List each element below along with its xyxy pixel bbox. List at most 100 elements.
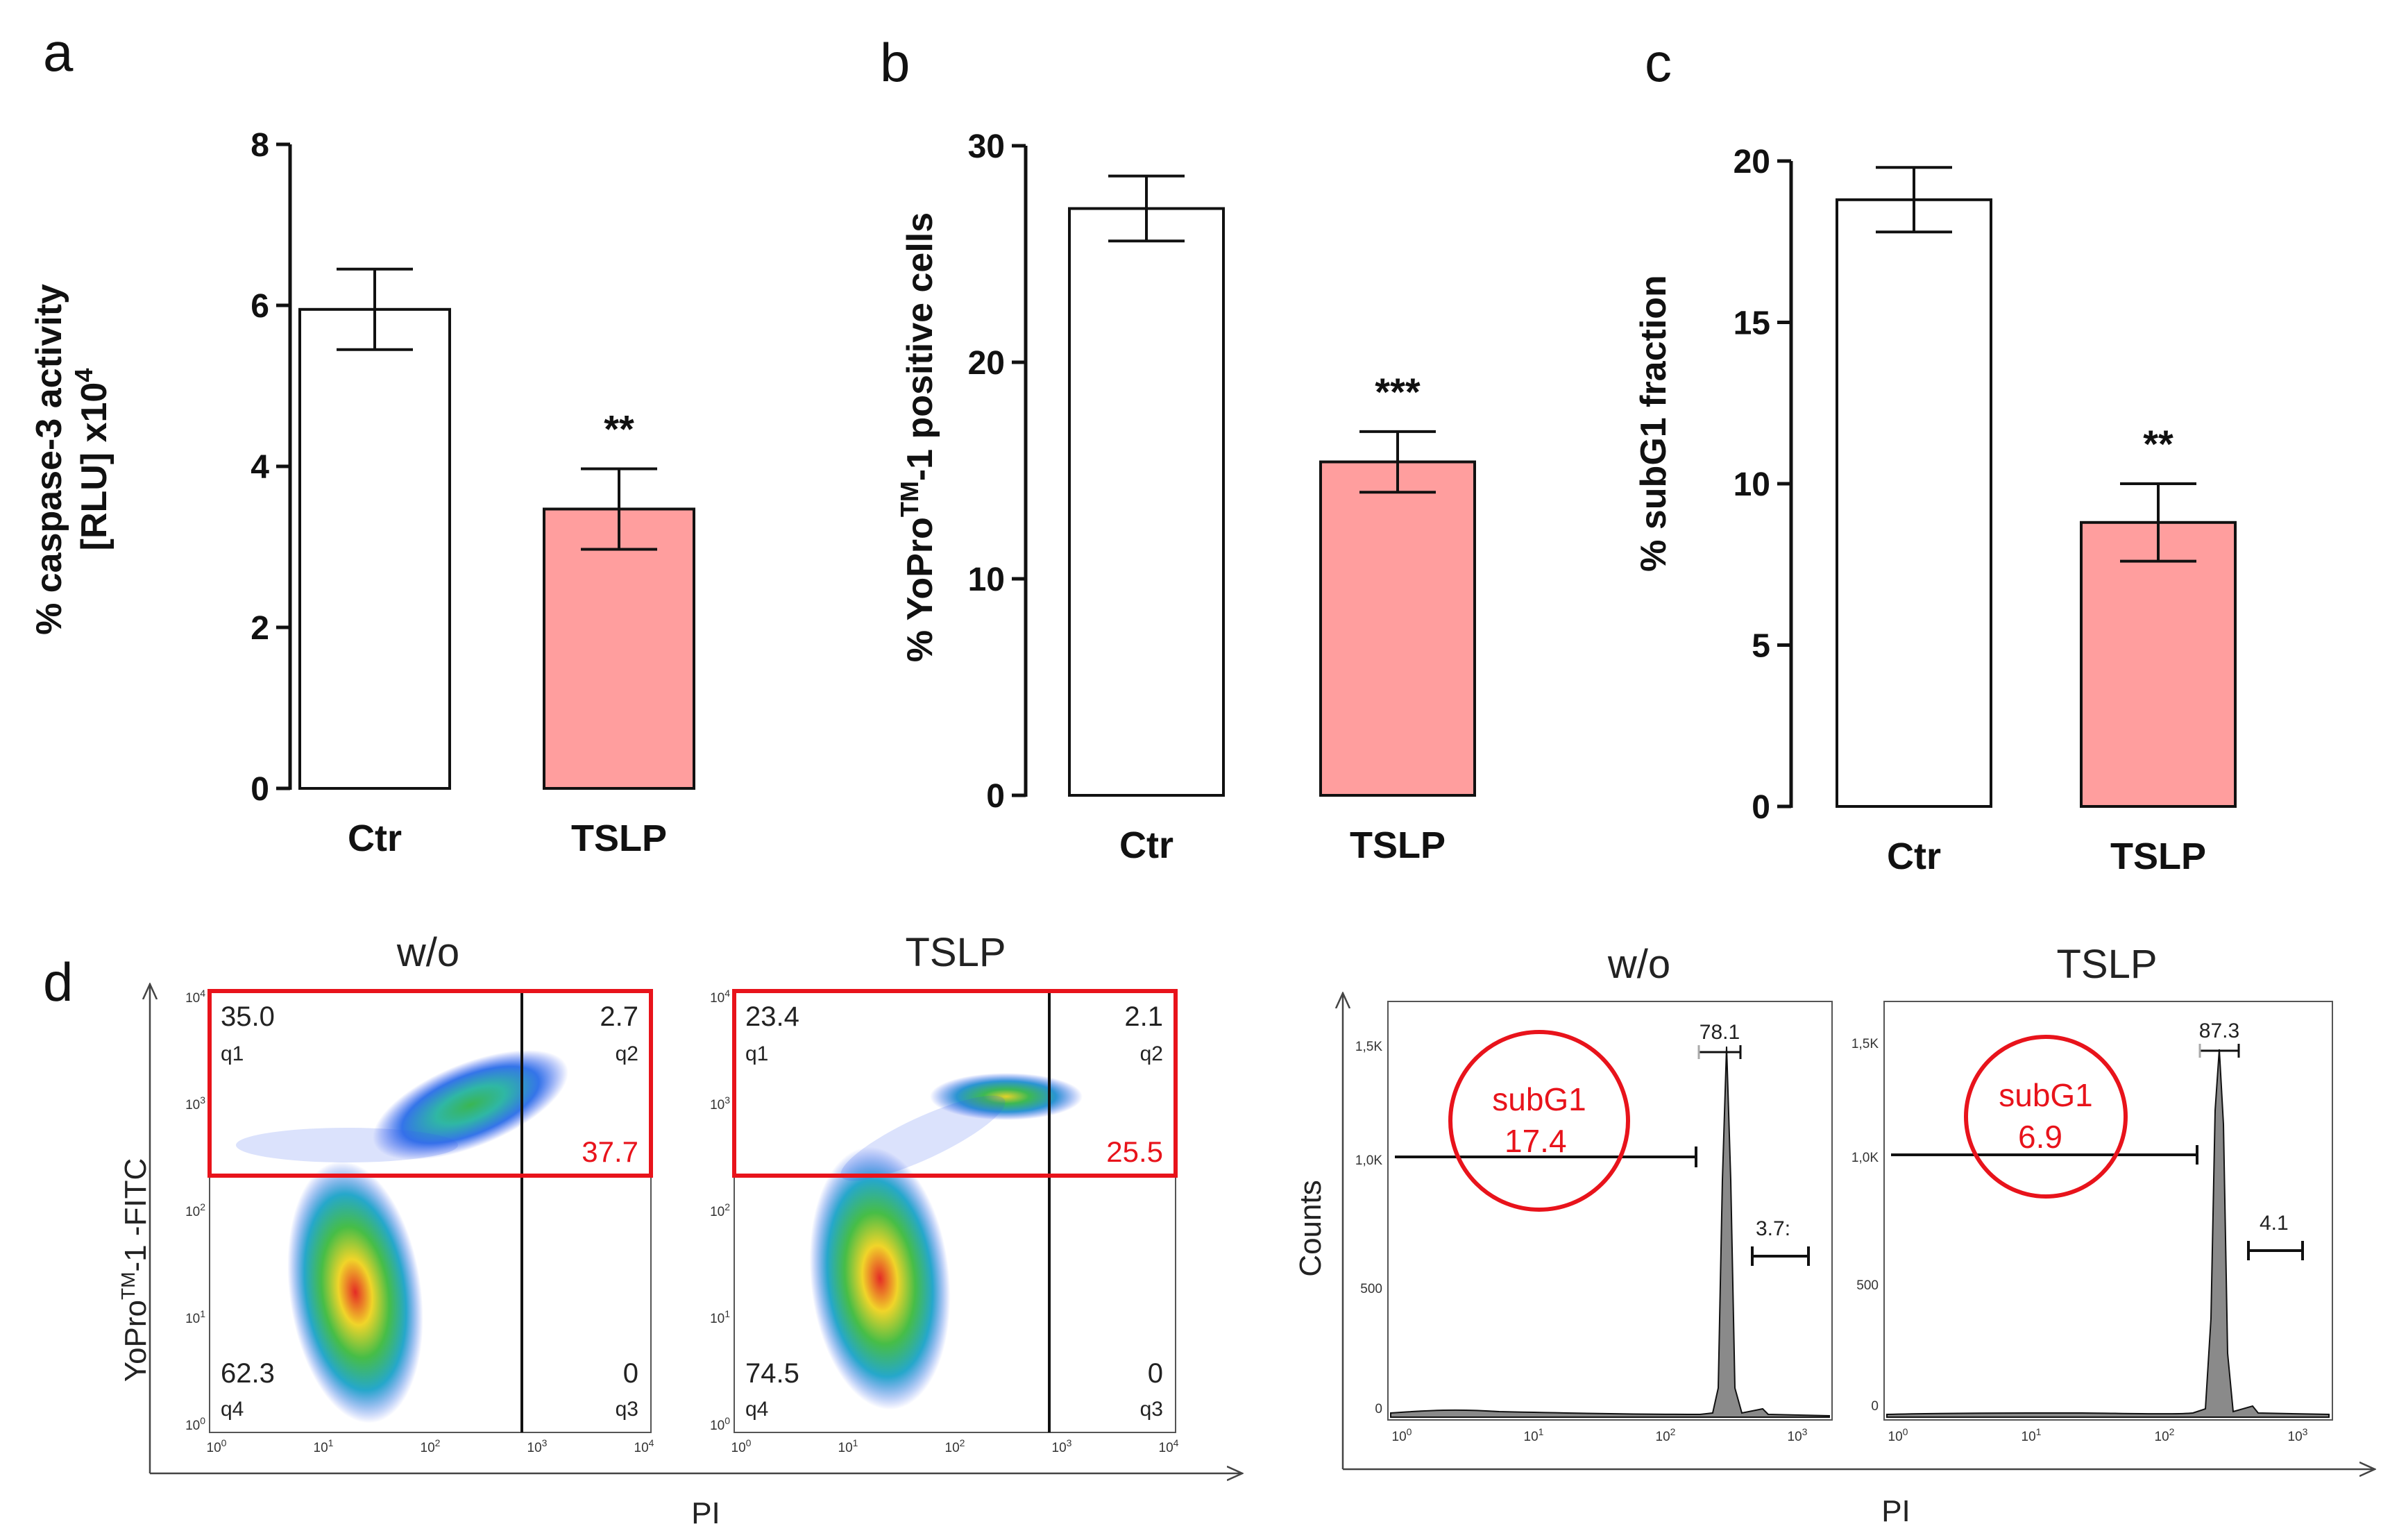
y-tick-label: 0 — [251, 771, 269, 808]
q2-value-tslp: 2.1 — [1124, 1001, 1163, 1032]
y-tick-label: 5 — [1752, 628, 1770, 665]
x-tick-label: 101 — [2022, 1426, 2042, 1444]
y-axis-title-b-post: -1 positive cells — [900, 212, 940, 481]
hist-title-wo: w/o — [1607, 942, 1670, 987]
y-tick-label: 0 — [986, 778, 1005, 815]
y-tick-label: 101 — [710, 1308, 730, 1326]
y-tick-label: 102 — [185, 1201, 205, 1219]
histogram-tslp: TSLP 87.3 4.1 subG1 6.9 0 500 1,0K 1,5K 100 1… — [1851, 942, 2333, 1444]
y-tick-label: 1,5K — [1851, 1037, 1879, 1051]
bar-tslp — [543, 507, 695, 790]
y-tick-label: 100 — [185, 1415, 205, 1433]
panel-label-c: c — [1645, 32, 1672, 93]
x-tick-label: 103 — [2288, 1426, 2308, 1444]
scatter-plot-tslp: TSLP 23.4 q1 2.1 q2 25.5 74.5 q4 0 q3 10… — [710, 930, 1179, 1455]
panel-label-b: b — [880, 32, 910, 93]
y-tick-label: 30 — [968, 128, 1005, 165]
y-tick-label: 4 — [251, 449, 269, 486]
subg1-label-wo: subG1 — [1492, 1081, 1586, 1117]
x-tick-label: 101 — [314, 1437, 334, 1455]
dot-cloud-tslp-low — [809, 1146, 951, 1410]
hist-title-tslp: TSLP — [2056, 942, 2157, 987]
y-tick-label: 0 — [1752, 789, 1770, 826]
x-tick-label: 100 — [1888, 1426, 1908, 1444]
x-category-label: TSLP — [2110, 836, 2206, 877]
flow-histogram-section: Counts PI w/o 78.1 3.7: subG1 17.4 0 500 1… — [1294, 942, 2373, 1528]
q4-value-wo: 62.3 — [221, 1358, 275, 1389]
y-tick-label: 0 — [1375, 1402, 1382, 1416]
x-tick-label: 102 — [1656, 1426, 1676, 1444]
x-tick-label: 102 — [945, 1437, 965, 1455]
panel-label-a: a — [43, 22, 74, 83]
x-tick-label: 100 — [1392, 1426, 1412, 1444]
q3-label-tslp: q3 — [1140, 1398, 1163, 1421]
q2-value-wo: 2.7 — [600, 1001, 638, 1032]
x-tick-label: 104 — [634, 1437, 654, 1455]
q4-label-wo: q4 — [221, 1398, 244, 1421]
dot-cloud-tslp-high — [840, 1073, 1083, 1181]
y-tick-label: 2 — [251, 610, 269, 647]
q1-value-tslp: 23.4 — [745, 1001, 799, 1032]
bar-ctr — [298, 307, 451, 790]
subg1-circle-tslp — [1964, 1035, 2128, 1199]
y-tick-label: 100 — [710, 1415, 730, 1433]
x-category-label: Ctr — [1887, 836, 1941, 877]
right-value-tslp: 4.1 — [2260, 1212, 2289, 1235]
q2-label-tslp: q2 — [1140, 1042, 1163, 1065]
q3-label-wo: q3 — [616, 1398, 638, 1421]
scatter-y-title-sup: TM — [117, 1272, 139, 1300]
scatter-frame-wo — [209, 990, 652, 1433]
x-tick-label: 104 — [1159, 1437, 1179, 1455]
bar-chart-yopro: % YoProTM-1 positive cells 0 10 20 30 Ctr ***… — [895, 128, 1476, 866]
hist-frame-tslp — [1883, 1001, 2333, 1421]
right-value-wo: 3.7: — [1756, 1217, 1790, 1240]
y-axis-title-a-line1: % caspase-3 activity — [29, 284, 69, 635]
q1-value-wo: 35.0 — [221, 1001, 275, 1032]
y-tick-label: 104 — [185, 988, 205, 1006]
panel-label-d: d — [43, 951, 73, 1013]
scatter-y-title-pre: YoPro — [119, 1300, 153, 1382]
y-tick-label: 103 — [185, 1094, 205, 1112]
x-tick-label: 101 — [838, 1437, 858, 1455]
bar-tslp — [2080, 521, 2237, 808]
y-tick-label: 1,5K — [1355, 1040, 1382, 1054]
y-tick-label: 500 — [1856, 1278, 1879, 1293]
scatter-title-tslp: TSLP — [905, 930, 1006, 975]
dot-cloud-wo-low — [287, 1161, 423, 1423]
hist-frame-wo — [1387, 1001, 1833, 1421]
x-tick-label: 100 — [207, 1437, 227, 1455]
x-tick-label: 102 — [421, 1437, 441, 1455]
peak-value-wo: 78.1 — [1700, 1021, 1740, 1044]
q2-label-wo: q2 — [616, 1042, 638, 1065]
x-category-label: TSLP — [571, 818, 667, 859]
y-axis-title-a-sup: 4 — [69, 369, 98, 382]
x-tick-label: 103 — [1052, 1437, 1072, 1455]
hist-y-axis-title: Counts — [1294, 1180, 1328, 1276]
y-tick-label: 102 — [710, 1201, 730, 1219]
significance-marker: ** — [2143, 422, 2173, 466]
x-tick-label: 103 — [527, 1437, 548, 1455]
y-tick-label: 8 — [251, 127, 269, 164]
subg1-value-wo: 17.4 — [1505, 1123, 1567, 1159]
significance-marker: ** — [604, 407, 634, 450]
q4-value-tslp: 74.5 — [745, 1358, 799, 1389]
significance-marker: *** — [1375, 370, 1421, 414]
gate-box-wo — [207, 989, 653, 1178]
y-tick-label: 20 — [1734, 144, 1770, 180]
y-tick-label: 10 — [1734, 466, 1770, 503]
subg1-value-tslp: 6.9 — [2018, 1119, 2062, 1155]
y-axis-title-b-pre: % YoPro — [900, 517, 940, 662]
gate-box-tslp — [732, 989, 1178, 1178]
scatter-plot-wo: w/o 35.0 q1 2.7 q2 37.7 62.3 q4 0 q3 100… — [185, 930, 654, 1455]
bar-chart-caspase3: % caspase-3 activity [RLU] x104 02468Ctr… — [29, 127, 695, 859]
y-tick-label: 104 — [710, 988, 730, 1006]
x-tick-label: 102 — [2155, 1426, 2175, 1444]
hist-curve-tslp — [1886, 1049, 2330, 1418]
flow-scatter-section: YoProTM-1 -FITC PI w/o 35.0 q1 2.7 q2 37… — [117, 930, 1241, 1530]
hist-ticks-tslp: 0 500 1,0K 1,5K 100 101 102 103 — [1851, 1037, 2308, 1444]
subg1-circle-wo — [1448, 1030, 1630, 1212]
y-tick-label: 6 — [251, 288, 269, 325]
y-tick-label: 10 — [968, 561, 1005, 598]
bar-chart-subg1: % subG1 fraction 0 5 10 15 20 Ctr ** TSLP — [1634, 144, 2237, 877]
